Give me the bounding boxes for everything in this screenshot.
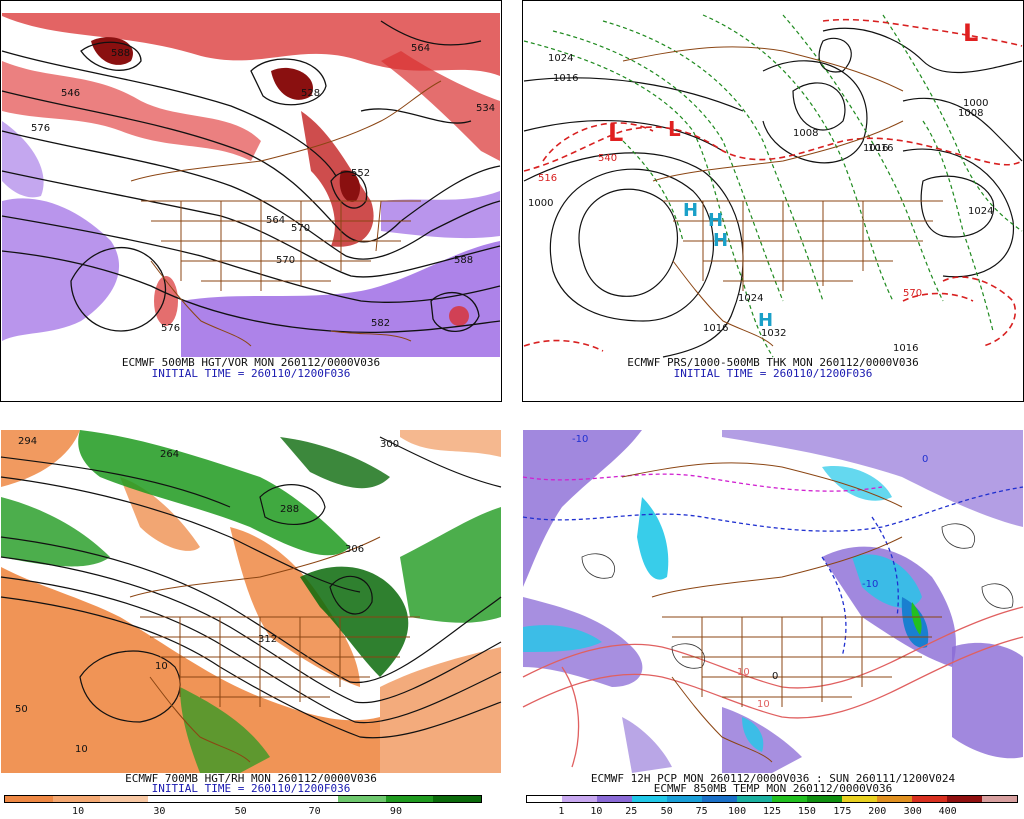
temperature-label: 10 [737, 667, 750, 678]
contour-label: 294 [18, 436, 37, 447]
precip-colorbar [526, 795, 1018, 803]
colorbar-tick: 125 [762, 806, 782, 817]
panel-700mb-rh: 294 264 288 306 312 300 10 50 10 ECMWF 7… [0, 417, 502, 819]
panel-title: ECMWF PRS/1000-500MB THK MON 260112/0000… [627, 356, 919, 369]
panel-subtitle: ECMWF 850MB TEMP MON 260112/0000V036 [653, 782, 893, 795]
colorbar-tick: 1 [558, 806, 565, 817]
isobar-label: 1024 [738, 293, 763, 304]
thickness-label: 516 [538, 173, 557, 184]
contour-label: 528 [301, 88, 320, 99]
colorbar-tick: 10 [590, 806, 603, 817]
high-pressure-marker: H [708, 210, 723, 231]
high-pressure-marker: H [758, 310, 773, 331]
colorbar-tick: 30 [153, 806, 166, 817]
contour-label: 576 [31, 123, 50, 134]
isobar-label: 1016 [553, 73, 578, 84]
rh-colorbar [4, 795, 482, 803]
contour-label: 534 [476, 103, 495, 114]
panel-pressure-thickness: L L L H H H H 1024 1016 1000 1008 1016 1… [522, 0, 1024, 402]
initial-time: INITIAL TIME = 260110/1200F036 [151, 782, 351, 795]
panel-precip-850mb-temp: -10 0 -10 0 10 10 ECMWF 12H PCP MON 2601… [522, 417, 1024, 819]
colorbar-tick: 300 [903, 806, 922, 817]
contour-label: 50 [15, 704, 28, 715]
isobar-label: 1016 [863, 143, 888, 154]
initial-time: INITIAL TIME = 260110/1200F036 [673, 367, 873, 380]
panel-500mb-vorticity: 546 570 564 570 576 582 588 588 552 528 … [0, 0, 502, 402]
colorbar-tick: 10 [72, 806, 85, 817]
temperature-label: 0 [922, 454, 928, 465]
isobar-label: 1016 [868, 143, 893, 154]
contour-label: 582 [371, 318, 390, 329]
pressure-thickness-map: L L L H H H H 1024 1016 1000 1008 1016 1… [523, 13, 1023, 358]
panel-title: ECMWF 700MB HGT/RH MON 260112/0000V036 [125, 772, 377, 785]
low-pressure-marker: L [608, 119, 623, 147]
colorbar-tick: 75 [695, 806, 708, 817]
low-pressure-marker: L [668, 117, 681, 141]
isobar-label: 1024 [548, 53, 573, 64]
contour-label: 588 [454, 255, 473, 266]
colorbar-tick: 90 [389, 806, 402, 817]
precip-colorbar-ticks: 1 10 25 50 75 100 125 150 175 200 300 40… [526, 806, 1018, 818]
contour-label: 10 [155, 661, 168, 672]
isobar-label: 1008 [958, 108, 983, 119]
temperature-label: -10 [572, 434, 588, 445]
contour-label: 10 [75, 744, 88, 755]
high-pressure-marker: H [713, 230, 728, 251]
contour-label: 288 [280, 504, 299, 515]
panel-title: ECMWF 12H PCP MON 260112/0000V036 : SUN … [590, 772, 956, 785]
contour-label: 546 [61, 88, 80, 99]
thickness-label: 540 [598, 153, 617, 164]
isobar-label: 1032 [761, 328, 786, 339]
contour-label: 564 [266, 215, 285, 226]
relative-humidity-map: 294 264 288 306 312 300 10 50 10 [0, 430, 502, 773]
initial-time: INITIAL TIME = 260110/1200F036 [151, 367, 351, 380]
contour-label: 300 [380, 439, 399, 450]
colorbar-tick: 50 [660, 806, 673, 817]
low-pressure-marker: L [963, 19, 978, 47]
temperature-label: 0 [772, 671, 778, 682]
isobar-label: 1016 [703, 323, 728, 334]
colorbar-tick: 25 [625, 806, 638, 817]
rh-colorbar-ticks: 10 30 50 70 90 [4, 806, 482, 818]
contour-label: 570 [276, 255, 295, 266]
contour-label: 570 [291, 223, 310, 234]
contour-label: 312 [258, 634, 277, 645]
isobar-label: 1008 [793, 128, 818, 139]
contour-label: 306 [345, 544, 364, 555]
high-pressure-marker: H [683, 200, 698, 221]
contour-label: 588 [111, 48, 130, 59]
colorbar-tick: 150 [797, 806, 816, 817]
isobar-label: 1024 [968, 206, 993, 217]
colorbar-tick: 200 [868, 806, 887, 817]
colorbar-tick: 175 [833, 806, 852, 817]
isobar-label: 1016 [893, 343, 918, 354]
isobar-label: 1000 [963, 98, 988, 109]
panel-title: ECMWF 500MB HGT/VOR MON 260112/0000V036 [121, 356, 381, 369]
contour-label: 264 [160, 449, 179, 460]
contour-label: 576 [161, 323, 180, 334]
isobar-label: 1000 [528, 198, 553, 209]
vorticity-map: 546 570 564 570 576 582 588 588 552 528 … [1, 13, 501, 357]
thickness-label: 570 [903, 288, 922, 299]
colorbar-tick: 70 [308, 806, 321, 817]
precipitation-map: -10 0 -10 0 10 10 [522, 430, 1024, 773]
contour-label: 552 [351, 168, 370, 179]
colorbar-tick: 100 [728, 806, 747, 817]
temperature-label: 10 [757, 699, 770, 710]
temperature-label: -10 [862, 579, 878, 590]
colorbar-tick: 400 [938, 806, 957, 817]
contour-label: 564 [411, 43, 430, 54]
colorbar-tick: 50 [234, 806, 247, 817]
